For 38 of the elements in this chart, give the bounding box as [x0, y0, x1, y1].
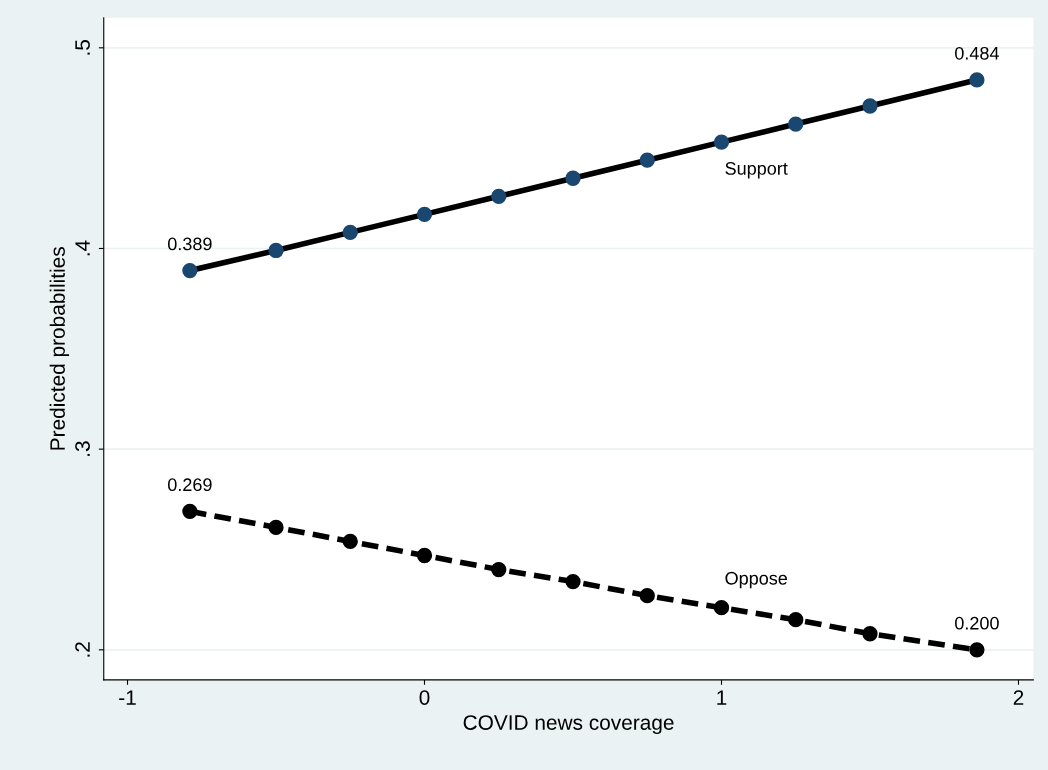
point [862, 626, 878, 642]
y-tick-label: .4 [75, 240, 90, 256]
series-label: Oppose [725, 571, 788, 589]
y-tick-label: .2 [75, 642, 90, 657]
data-label: 0.269 [167, 478, 212, 492]
point [416, 547, 433, 564]
point [182, 503, 198, 519]
point [342, 533, 358, 550]
data-label: 0.484 [955, 46, 999, 60]
point [639, 152, 655, 168]
point [416, 206, 433, 223]
point [342, 224, 358, 241]
point [268, 242, 284, 259]
point [969, 642, 985, 658]
data-label: 0.200 [955, 616, 999, 630]
x-tick-label: 1 [717, 690, 727, 705]
y-tick-label: .3 [75, 441, 90, 456]
point [639, 587, 655, 604]
series-label: Support [725, 162, 788, 179]
x-tick-label: 0 [419, 690, 430, 705]
point [491, 561, 507, 578]
point [713, 600, 730, 616]
point [969, 72, 985, 88]
point [268, 519, 284, 536]
point [182, 262, 198, 279]
point [862, 98, 878, 114]
x-tick-label: 2 [1013, 690, 1024, 705]
point [491, 188, 507, 204]
y-axis-title: Predicted probabilities [49, 247, 70, 450]
x-axis-title: COVID news coverage [463, 715, 674, 735]
x-tick-label: -1 [119, 690, 136, 705]
point [565, 573, 581, 590]
point [788, 116, 804, 132]
point [788, 612, 804, 628]
point [713, 134, 730, 150]
y-tick-label: .5 [75, 40, 90, 55]
point [565, 170, 581, 186]
data-label: 0.389 [167, 237, 212, 251]
